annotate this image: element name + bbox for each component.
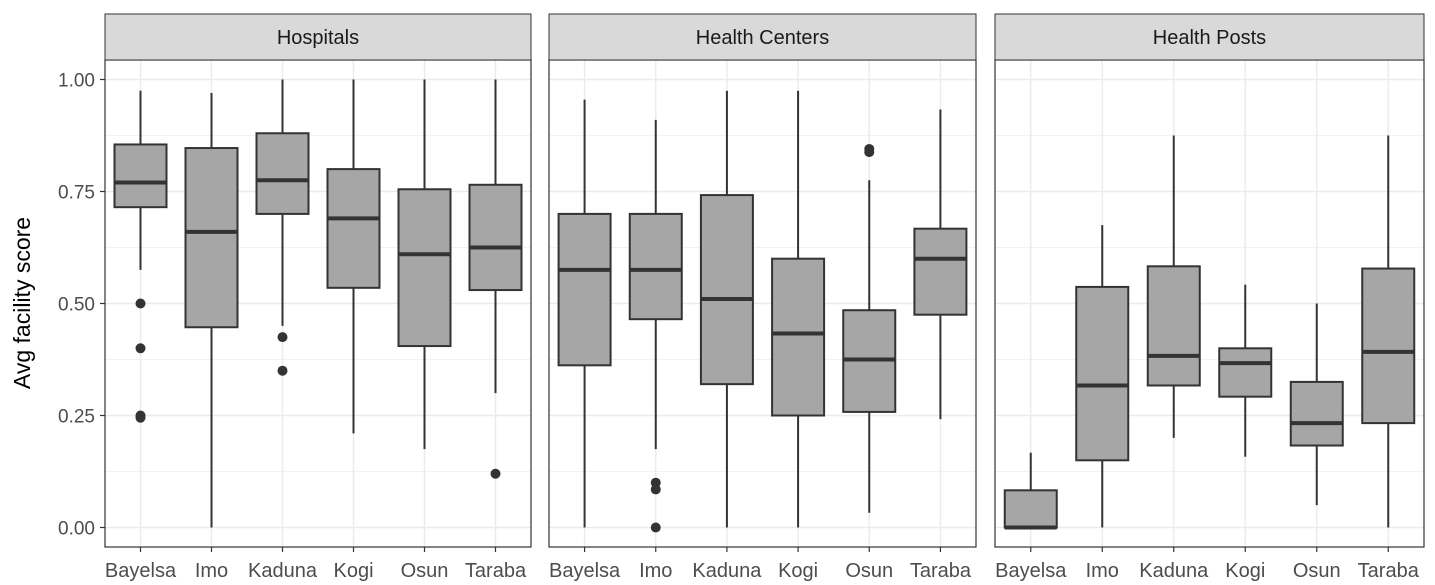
box-body — [1075, 285, 1130, 462]
box-body — [1289, 380, 1344, 447]
y-tick-label: 0.50 — [58, 295, 95, 316]
facet-strip — [994, 13, 1425, 61]
y-tick-label: 0.25 — [58, 407, 95, 428]
box-body — [913, 227, 968, 316]
box-outlier-point — [650, 522, 661, 533]
x-tick-label: Imo — [639, 560, 672, 582]
x-tick-label: Kaduna — [248, 560, 318, 582]
facet-strip — [548, 13, 977, 61]
x-tick-label: Bayelsa — [105, 560, 177, 582]
x-tick-label: Imo — [1086, 560, 1119, 582]
y-tick-label: 0.75 — [58, 183, 95, 204]
x-tick-label: Bayelsa — [995, 560, 1067, 582]
x-tick-label: Taraba — [465, 560, 527, 582]
box-outlier-point — [135, 343, 146, 354]
facet-strip — [104, 13, 532, 61]
box-outlier-point — [650, 484, 661, 495]
box-body — [699, 194, 754, 386]
x-tick-label: Kaduna — [1139, 560, 1209, 582]
y-tick-label: 0.00 — [58, 519, 95, 540]
facet-strip-label: Hospitals — [277, 27, 359, 49]
box-outlier-point — [277, 365, 288, 376]
box-outlier-point — [135, 412, 146, 423]
x-tick-label: Kogi — [778, 560, 818, 582]
x-tick-label: Taraba — [1358, 560, 1420, 582]
box-body — [1218, 347, 1273, 398]
x-tick-label: Imo — [195, 560, 228, 582]
box-outlier-point — [864, 147, 875, 158]
y-axis-title: Avg facility score — [9, 217, 35, 389]
box-body — [184, 147, 239, 329]
box-body — [255, 132, 310, 215]
x-tick-label: Taraba — [910, 560, 972, 582]
x-tick-label: Osun — [401, 560, 449, 582]
box-body — [1361, 267, 1416, 425]
x-tick-label: Kogi — [333, 560, 373, 582]
box-body — [557, 212, 612, 367]
x-tick-label: Osun — [845, 560, 893, 582]
box-body — [326, 168, 381, 289]
box-outlier-point — [277, 332, 288, 343]
facet-strip-label: Health Centers — [696, 27, 829, 49]
box-body — [468, 183, 523, 292]
box-outlier-point — [490, 468, 501, 479]
box-body — [113, 143, 168, 209]
box-outlier-point — [135, 298, 146, 309]
box-body — [1146, 265, 1201, 387]
y-tick-label: 1.00 — [58, 71, 95, 92]
box-body — [771, 257, 826, 417]
box-body — [628, 212, 683, 321]
x-tick-label: Kaduna — [692, 560, 762, 582]
box-body — [397, 188, 452, 348]
box-body — [1003, 489, 1058, 529]
x-tick-label: Bayelsa — [549, 560, 621, 582]
x-tick-label: Osun — [1293, 560, 1341, 582]
facet-strip-label: Health Posts — [1153, 27, 1266, 49]
x-tick-label: Kogi — [1225, 560, 1265, 582]
